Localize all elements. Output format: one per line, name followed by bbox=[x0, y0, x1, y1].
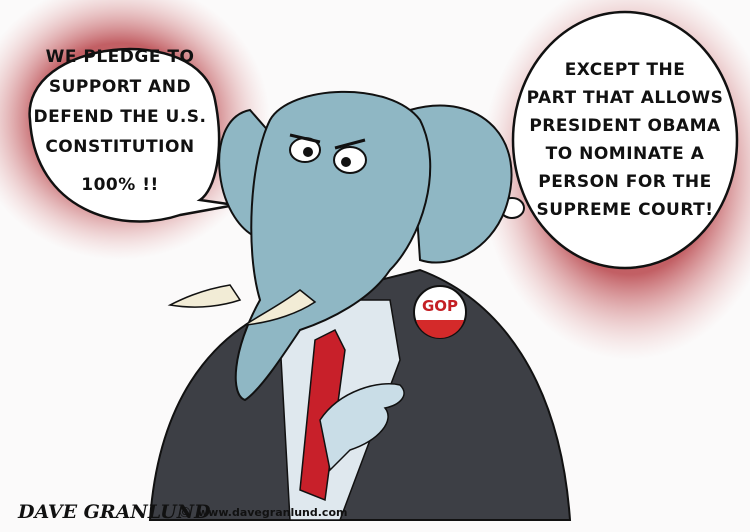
bubble-text: PRESIDENT OBAMA bbox=[529, 116, 721, 136]
bubble-text: CONSTITUTION bbox=[45, 137, 194, 157]
bubble-text: SUPREME COURT! bbox=[536, 200, 713, 220]
artist-website: www.davegranlund.com bbox=[198, 506, 347, 519]
button-label: GOP bbox=[422, 297, 458, 315]
bubble-text: TO NOMINATE A bbox=[546, 144, 705, 164]
bubble-text: DEFEND THE U.S. bbox=[33, 107, 206, 127]
bubble-text: WE PLEDGE TO bbox=[46, 47, 195, 67]
copyright-symbol: © bbox=[178, 505, 192, 521]
speech-bubble bbox=[28, 47, 236, 223]
bubble-text: EXCEPT THE bbox=[565, 60, 686, 80]
bubble-text: PART THAT ALLOWS bbox=[527, 88, 724, 108]
bubble-text: 100% !! bbox=[81, 175, 158, 195]
elephant bbox=[148, 90, 572, 521]
artist-signature: DAVE GRANLUND bbox=[17, 501, 211, 523]
bubble-text: SUPPORT AND bbox=[49, 77, 191, 97]
bubble-text: PERSON FOR THE bbox=[538, 172, 712, 192]
gop-button bbox=[413, 285, 467, 339]
